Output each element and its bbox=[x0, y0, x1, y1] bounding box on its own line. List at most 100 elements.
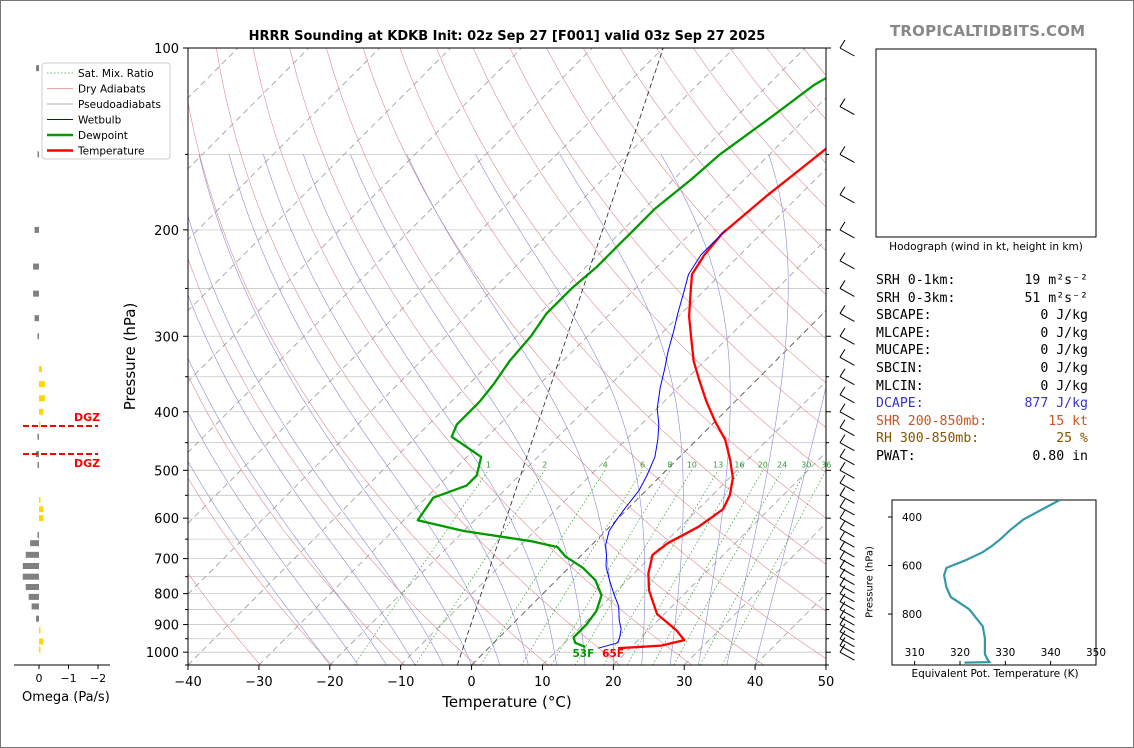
surface-temperature-label: 65F bbox=[602, 648, 624, 660]
theta-e-x-tick-label: 340 bbox=[1041, 647, 1061, 659]
mixing-ratio-line bbox=[673, 470, 783, 665]
legend-label: Wetbulb bbox=[78, 115, 122, 127]
omega-bar bbox=[37, 151, 40, 158]
hodograph-caption: Hodograph (wind in kt, height in km) bbox=[889, 241, 1083, 253]
y-tick-label: 100 bbox=[154, 42, 179, 57]
stat-label: MUCAPE: bbox=[876, 343, 932, 359]
wind-barb-flag bbox=[839, 630, 846, 640]
pseudoadiabat-line bbox=[475, 154, 646, 665]
mixing-ratio-line bbox=[574, 470, 693, 665]
profile-temperature bbox=[618, 147, 826, 650]
stat-label: SBCIN: bbox=[876, 361, 924, 376]
wind-barb bbox=[839, 593, 855, 603]
y-tick-label: 800 bbox=[154, 588, 179, 603]
theta-e-x-tick-label: 320 bbox=[950, 647, 970, 659]
omega-bar bbox=[39, 638, 44, 645]
stat-value: 0 J/kg bbox=[1040, 378, 1088, 394]
stat-label: SBCAPE: bbox=[876, 308, 932, 324]
theta-e-y-tick-label: 400 bbox=[902, 512, 922, 524]
reference-line bbox=[456, 48, 664, 665]
skewt-background bbox=[188, 48, 826, 665]
wind-barb bbox=[839, 394, 855, 404]
pseudoadiabat-line bbox=[559, 154, 684, 665]
theta-e-y-tick-label: 800 bbox=[902, 609, 922, 621]
mixing-ratio-label: 1 bbox=[486, 460, 491, 469]
stat-label: MLCAPE: bbox=[876, 325, 932, 341]
wind-barb bbox=[839, 427, 855, 437]
dry-adiabat-line bbox=[399, 48, 826, 565]
mixing-ratio-line bbox=[721, 470, 826, 665]
y-tick-label: 500 bbox=[154, 464, 179, 479]
omega-bar bbox=[36, 615, 39, 622]
stat-label: RH 300-850mb: bbox=[876, 431, 980, 447]
mixing-ratio-line bbox=[699, 470, 807, 665]
mixing-ratio-line bbox=[652, 470, 764, 665]
profile-dewpoint bbox=[416, 76, 826, 648]
isotherm-line bbox=[400, 239, 826, 665]
mixing-ratio-label: 30 bbox=[801, 460, 811, 469]
dry-adiabat-line bbox=[188, 572, 261, 665]
stat-value: 19 m²s⁻² bbox=[1024, 273, 1088, 288]
stat-value: 0 J/kg bbox=[1040, 308, 1088, 324]
wind-barb-flag bbox=[839, 186, 846, 196]
legend-label: Dry Adiabats bbox=[78, 84, 146, 96]
wind-barb bbox=[839, 469, 855, 479]
wind-barb-flag bbox=[839, 616, 846, 625]
wind-barb-flag bbox=[839, 559, 846, 569]
skewt-axes-frame bbox=[187, 47, 827, 666]
wind-barb-flag bbox=[839, 601, 846, 610]
wind-barb bbox=[839, 584, 855, 594]
omega-bar bbox=[34, 226, 39, 233]
theta-e-y-axis-label: Pressure (hPa) bbox=[864, 546, 876, 618]
wind-barb-flag bbox=[839, 349, 846, 358]
dry-adiabat-line bbox=[188, 374, 405, 665]
stat-value: 0 J/kg bbox=[1040, 325, 1088, 341]
dgz-label: DGZ bbox=[74, 457, 100, 470]
stat-value: 877 J/kg bbox=[1024, 396, 1088, 412]
y-tick-label: 300 bbox=[154, 330, 179, 345]
stat-value: 0 J/kg bbox=[1040, 361, 1088, 376]
stat-row: SBCAPE: 0 J/kg bbox=[876, 308, 1096, 325]
pseudoadiabat-line bbox=[660, 154, 731, 665]
omega-bar bbox=[33, 263, 39, 270]
omega-bar bbox=[39, 381, 45, 388]
wind-barb-flag bbox=[839, 608, 846, 618]
wind-barb bbox=[839, 528, 855, 538]
wind-barb-flag bbox=[839, 530, 846, 540]
mixing-ratio-line bbox=[521, 470, 643, 665]
hodograph: 1055101512369RM bbox=[875, 48, 1097, 238]
wind-barb-flag bbox=[839, 434, 846, 443]
pseudoadiabat-line bbox=[188, 412, 359, 665]
stat-value: 0 J/kg bbox=[1040, 343, 1088, 359]
wind-barb-flag bbox=[839, 305, 846, 314]
hodograph-frame bbox=[875, 48, 1097, 238]
wind-barb-flag bbox=[839, 386, 846, 396]
theta-e-x-tick-label: 310 bbox=[905, 647, 925, 659]
wind-barb-flag bbox=[839, 568, 846, 577]
wind-barb bbox=[839, 651, 855, 661]
wind-barb-flag bbox=[839, 487, 846, 496]
profile-wetbulb bbox=[598, 229, 727, 649]
theta-e-y-tick-label: 600 bbox=[902, 561, 922, 573]
omega-bar bbox=[37, 433, 40, 440]
omega-bar bbox=[37, 333, 40, 340]
wind-barb bbox=[839, 313, 855, 322]
wind-barb bbox=[839, 356, 855, 366]
pseudoadiabat-line bbox=[188, 215, 444, 665]
surface-dewpoint-label: 53F bbox=[572, 648, 594, 660]
dry-adiabat-line bbox=[289, 48, 764, 665]
dry-adiabat-line bbox=[436, 48, 826, 519]
omega-bar bbox=[39, 366, 42, 373]
theta-e-x-tick-label: 330 bbox=[995, 647, 1015, 659]
y-tick-label: 900 bbox=[154, 619, 179, 634]
mixing-ratio-label: 13 bbox=[713, 460, 723, 469]
x-tick-label: −40 bbox=[174, 675, 201, 690]
omega-bar bbox=[34, 315, 39, 322]
legend-label: Pseudoadiabats bbox=[78, 99, 161, 111]
wind-barb bbox=[839, 548, 855, 558]
omega-bar bbox=[33, 290, 39, 297]
x-tick-label: −20 bbox=[316, 675, 343, 690]
omega-tick-label: 0 bbox=[36, 672, 43, 685]
wind-barb bbox=[839, 47, 855, 57]
legend-label: Temperature bbox=[77, 146, 145, 158]
